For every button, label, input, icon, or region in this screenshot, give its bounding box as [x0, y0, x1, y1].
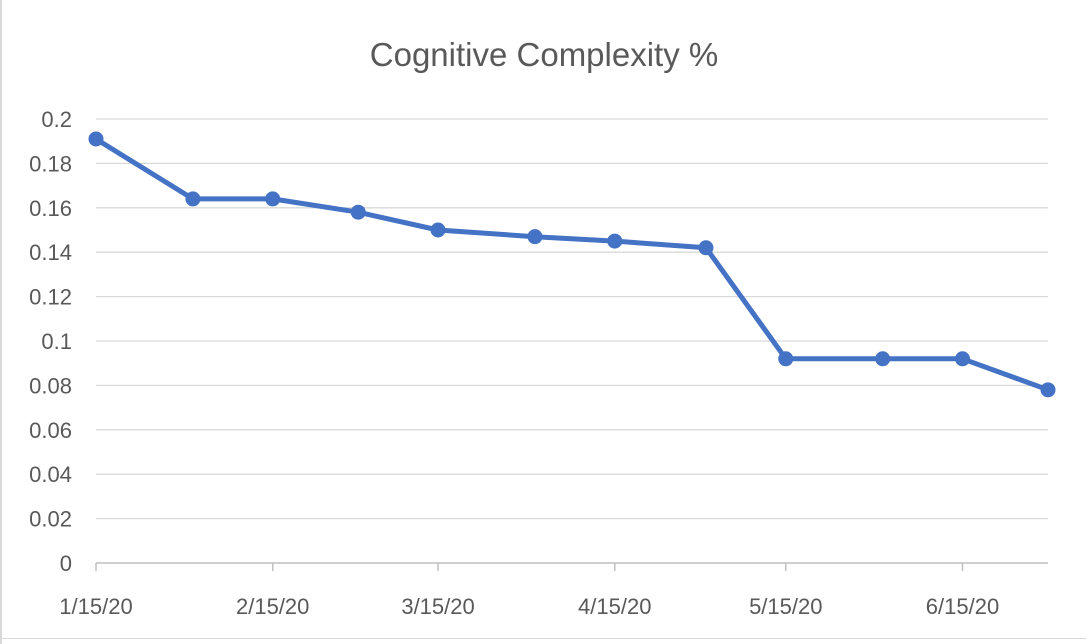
data-point[interactable] [527, 229, 543, 245]
y-tick-label: 0.14 [29, 240, 72, 265]
series-layer [88, 131, 1056, 398]
y-tick-label: 0.18 [29, 151, 72, 176]
y-tick-label: 0.08 [29, 373, 72, 398]
x-axis [95, 562, 1048, 571]
data-point[interactable] [778, 351, 794, 367]
y-tick-label: 0.06 [29, 418, 72, 443]
left-edge-line [0, 0, 2, 644]
bottom-edge-line [0, 638, 1086, 639]
y-tick-label: 0.2 [41, 107, 72, 132]
x-tick-label: 2/15/20 [236, 594, 309, 619]
y-tick-label: 0.04 [29, 462, 72, 487]
data-point[interactable] [954, 351, 970, 367]
y-tick-label: 0 [60, 551, 72, 576]
y-tick-label: 0.02 [29, 507, 72, 532]
data-point[interactable] [607, 233, 623, 249]
y-tick-label: 0.12 [29, 285, 72, 310]
x-axis-tick-labels: 1/15/20 2/15/20 3/15/20 4/15/20 5/15/20 6/15/… [59, 594, 999, 619]
x-tick-label: 3/15/20 [401, 594, 474, 619]
gridlines [96, 118, 1048, 520]
data-point[interactable] [698, 240, 714, 256]
data-point[interactable] [350, 204, 366, 220]
data-point[interactable] [88, 131, 104, 147]
y-tick-label: 0.1 [41, 329, 72, 354]
data-point[interactable] [875, 351, 891, 367]
data-point[interactable] [430, 222, 446, 238]
x-tick-label: 5/15/20 [749, 594, 822, 619]
x-tick-label: 6/15/20 [926, 594, 999, 619]
y-axis-tick-labels: 0 0.02 0.04 0.06 0.08 0.1 0.12 0.14 0.16 0.18 0.2 [29, 107, 72, 576]
data-point[interactable] [265, 191, 281, 207]
y-tick-label: 0.16 [29, 196, 72, 221]
x-tick-label: 4/15/20 [578, 594, 651, 619]
x-tick-label: 1/15/20 [59, 594, 132, 619]
chart-title: Cognitive Complexity % [370, 36, 718, 73]
series-line [93, 136, 1051, 393]
data-point[interactable] [1040, 382, 1056, 398]
data-point[interactable] [185, 191, 201, 207]
